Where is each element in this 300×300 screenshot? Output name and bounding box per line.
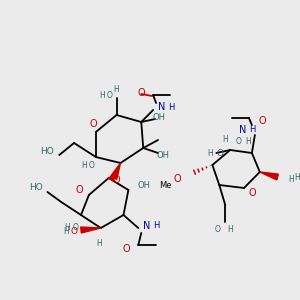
- Text: H: H: [245, 137, 251, 146]
- Text: O: O: [123, 244, 130, 254]
- Text: N: N: [143, 221, 151, 231]
- Text: H: H: [63, 227, 69, 236]
- Text: HO: HO: [40, 146, 54, 155]
- Text: H: H: [227, 226, 233, 235]
- Text: O: O: [107, 92, 112, 100]
- Text: O: O: [89, 160, 95, 169]
- Text: O: O: [113, 175, 120, 185]
- Polygon shape: [109, 175, 114, 181]
- Text: HO: HO: [29, 184, 42, 193]
- Text: H: H: [96, 239, 102, 248]
- Text: OH: OH: [152, 112, 166, 122]
- Text: O: O: [214, 226, 220, 235]
- Text: OH: OH: [157, 152, 169, 160]
- Polygon shape: [81, 227, 101, 233]
- Text: H: H: [64, 223, 70, 232]
- Text: H: H: [99, 92, 105, 100]
- Text: O: O: [248, 188, 256, 198]
- Text: O: O: [137, 88, 145, 98]
- Text: H: H: [114, 85, 119, 94]
- Text: O: O: [72, 223, 78, 232]
- Text: H: H: [249, 125, 255, 134]
- Text: O: O: [217, 148, 224, 158]
- Text: H: H: [153, 221, 160, 230]
- Text: H: H: [81, 160, 87, 169]
- Polygon shape: [110, 163, 121, 179]
- Text: O: O: [75, 185, 83, 195]
- Text: O: O: [259, 116, 267, 126]
- Text: H: H: [295, 173, 300, 182]
- Text: O: O: [235, 137, 241, 146]
- Text: H: H: [222, 136, 228, 145]
- Text: H: H: [289, 176, 294, 184]
- Text: N: N: [239, 125, 247, 135]
- Polygon shape: [260, 172, 278, 180]
- Text: N: N: [158, 102, 165, 112]
- Text: O: O: [174, 174, 182, 184]
- Text: Me: Me: [159, 181, 171, 190]
- Text: O: O: [70, 227, 78, 236]
- Text: OH: OH: [138, 181, 151, 190]
- Text: H: H: [168, 103, 174, 112]
- Text: O: O: [89, 119, 97, 129]
- Text: H: H: [208, 148, 213, 158]
